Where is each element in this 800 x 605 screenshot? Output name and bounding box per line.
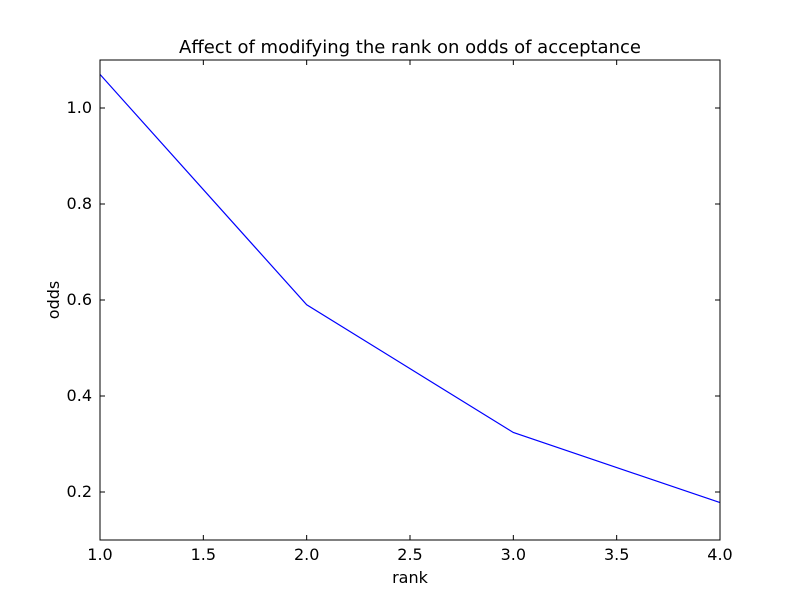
x-tick-label: 1.0 — [87, 545, 112, 564]
series-line-0 — [99, 73, 721, 504]
y-tick-label: 0.8 — [67, 194, 92, 213]
x-tick-label: 4.0 — [707, 545, 732, 564]
x-tick-label: 2.0 — [294, 545, 319, 564]
chart-title: Affect of modifying the rank on odds of … — [179, 37, 641, 58]
x-axis-label: rank — [392, 568, 429, 587]
x-tick-label: 2.5 — [397, 545, 422, 564]
x-tick-label: 3.5 — [604, 545, 629, 564]
y-tick-label: 0.2 — [67, 482, 92, 501]
x-tick-label: 3.0 — [501, 545, 526, 564]
x-tick-label: 1.5 — [191, 545, 216, 564]
y-tick-label: 1.0 — [67, 98, 92, 117]
y-axis-label: odds — [44, 281, 63, 319]
axis-ticks: 1.0 1.5 2.0 2.5 3.0 3.5 4.0 0.2 0.4 0.6 0.8 1.0 — [67, 60, 733, 564]
y-tick-label: 0.4 — [67, 386, 92, 405]
plot-area — [99, 73, 721, 504]
y-tick-label: 0.6 — [67, 290, 92, 309]
